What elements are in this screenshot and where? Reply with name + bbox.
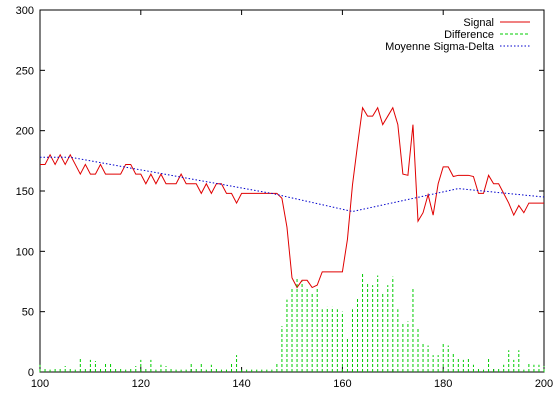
plot-frame: [39, 9, 545, 373]
legend-label-difference: Difference: [444, 29, 494, 41]
y-tick-label: 300: [16, 5, 34, 17]
series-moyenne-sigma-delta-line: [40, 156, 545, 213]
y-tick-label: 50: [22, 307, 34, 319]
series-difference: [39, 273, 545, 372]
series-signal-line: [40, 106, 544, 289]
x-tick-label: 180: [434, 378, 452, 390]
y-tick-label: 0: [28, 367, 34, 379]
plot-area: [39, 106, 545, 372]
legend-label-moyenne-sigma-delta: Moyenne Sigma-Delta: [385, 41, 495, 53]
y-tick-label: 200: [16, 126, 34, 138]
x-tick-label: 120: [132, 378, 150, 390]
y-tick-label: 100: [16, 246, 34, 258]
x-tick-label: 200: [535, 378, 553, 390]
x-tick-label: 140: [232, 378, 250, 390]
axis-ticks: [39, 9, 545, 373]
x-tick-label: 160: [333, 378, 351, 390]
x-tick-label: 100: [31, 378, 49, 390]
axis-tick-labels: 100 120 140 160 180 200 0 50 100 150 200 250 300: [16, 5, 554, 390]
legend-label-signal: Signal: [463, 17, 494, 29]
y-tick-label: 150: [16, 186, 34, 198]
y-tick-label: 250: [16, 65, 34, 77]
